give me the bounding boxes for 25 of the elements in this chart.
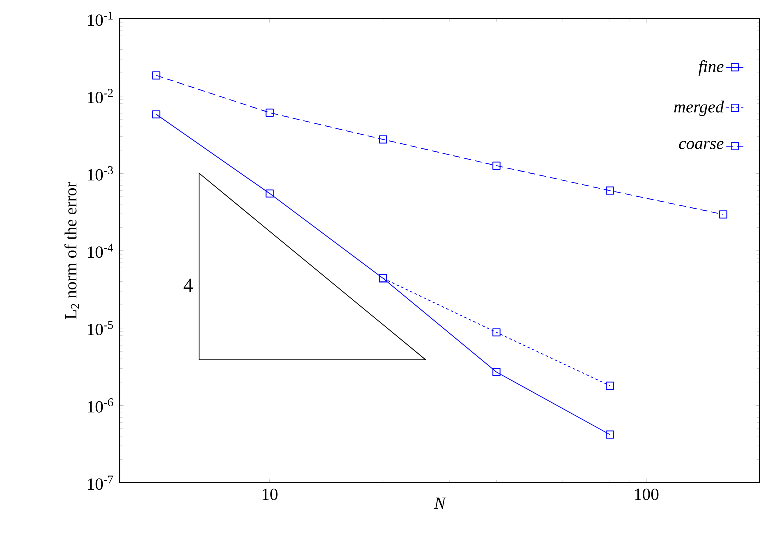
y-tick-label: 10$^{-1}$ (88, 12, 113, 26)
point (492, 162, 501, 170)
point (152, 110, 161, 119)
point (606, 430, 614, 439)
x-tick-label: 10 (262, 488, 278, 500)
x-axis-title: N (434, 498, 446, 509)
y-tick-label: 10$^{-3}$ (88, 166, 114, 181)
y-tick-label: 10$^{-7}$ (88, 476, 114, 490)
annotation: 4 (184, 278, 194, 292)
x-tick-label: 100 (635, 488, 659, 500)
legend-label: merged (674, 100, 724, 116)
point (492, 368, 501, 376)
point (606, 186, 614, 195)
y-tick-label: 10$^{-4}$ (88, 244, 114, 258)
point (266, 190, 274, 198)
legend-label: fine (698, 60, 724, 76)
y-tick-label: 10$^{-6}$ (88, 398, 114, 413)
point (719, 210, 728, 219)
point (379, 136, 388, 144)
legend-label: coarse (679, 141, 724, 150)
y-tick-label: 10$^{-5}$ (88, 321, 114, 336)
point (266, 108, 274, 117)
y-tick-label: 10$^{-2}$ (88, 89, 113, 104)
y-axis-title: L$_{2}$ norm of the error (64, 182, 80, 320)
point (152, 72, 161, 80)
